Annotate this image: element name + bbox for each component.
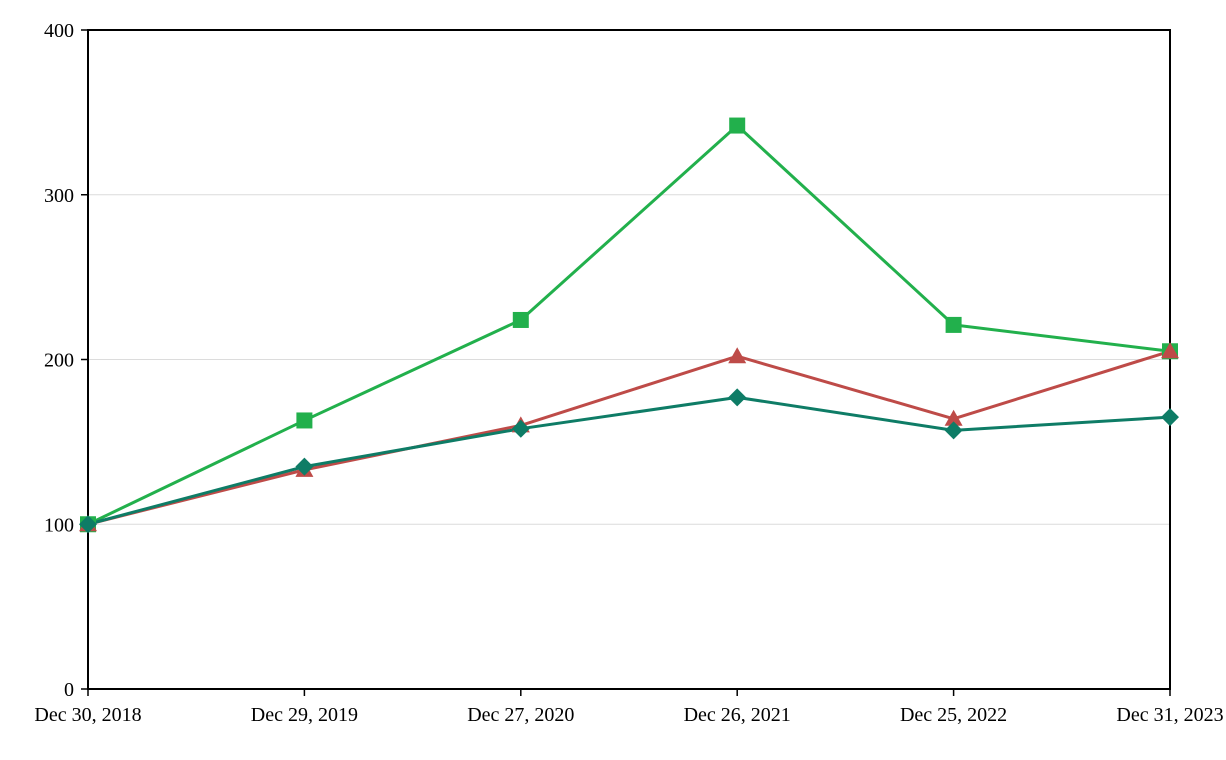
marker-diamond-teal-diamonds [944, 421, 963, 440]
marker-diamond-teal-diamonds [1161, 408, 1179, 427]
x-axis-label: Dec 30, 2018 [34, 704, 141, 726]
marker-square-green-squares [512, 311, 529, 328]
marker-triangle-red-triangles [944, 409, 963, 426]
x-axis-label: Dec 31, 2023 [1116, 704, 1223, 726]
marker-diamond-teal-diamonds [728, 388, 747, 407]
series-line-red-triangles [86, 349, 1172, 526]
marker-square-green-squares [729, 117, 746, 134]
marker-diamond-teal-diamonds [295, 457, 314, 476]
marker-square-green-squares [296, 412, 313, 429]
y-axis-label: 100 [44, 514, 74, 536]
x-axis-label: Dec 25, 2022 [900, 704, 1007, 726]
marker-square-green-squares [945, 316, 962, 333]
y-axis-label: 400 [44, 20, 74, 42]
series-line-green-squares [86, 124, 1172, 526]
marker-diamond-teal-diamonds [511, 419, 530, 438]
x-axis-label: Dec 29, 2019 [251, 704, 358, 726]
y-axis-label: 0 [64, 679, 74, 701]
series-line-teal-diamonds [86, 395, 1172, 526]
y-axis-label: 300 [44, 185, 74, 207]
marker-triangle-red-triangles [1161, 342, 1179, 359]
x-axis-label: Dec 27, 2020 [467, 704, 574, 726]
x-axis-label: Dec 26, 2021 [684, 704, 791, 726]
marker-triangle-red-triangles [728, 347, 747, 364]
marker-diamond-teal-diamonds [79, 515, 97, 534]
y-axis-label: 200 [44, 350, 74, 372]
